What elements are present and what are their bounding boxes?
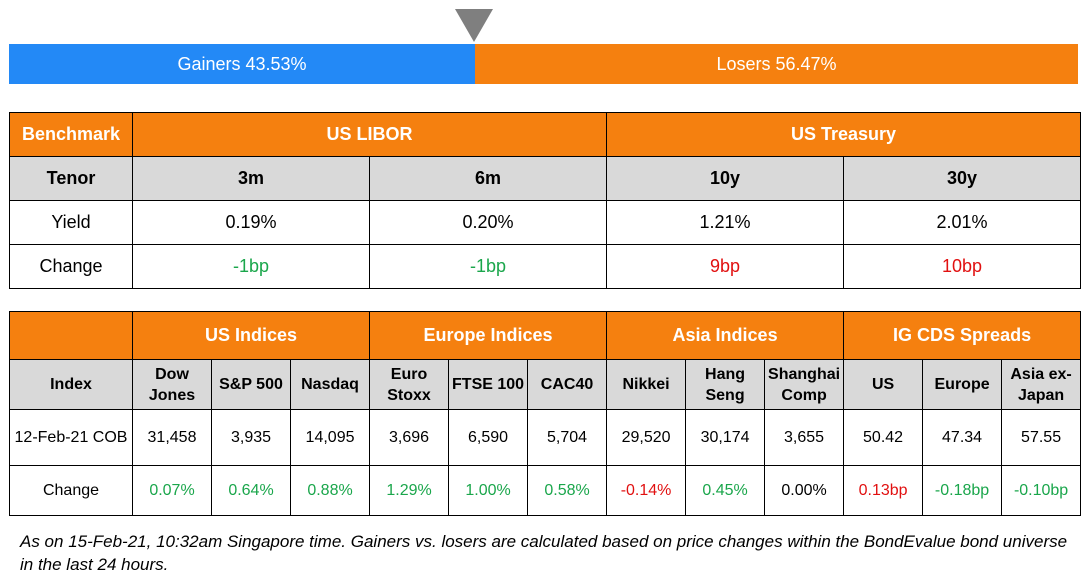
us-treasury-header: US Treasury: [606, 112, 1082, 157]
level-cell: 5,704: [527, 409, 608, 466]
blank-header-cell: [9, 311, 133, 360]
change-cell: 9bp: [606, 244, 845, 289]
level-cell: 6,590: [448, 409, 529, 466]
yield-cell: 0.20%: [368, 200, 608, 245]
level-label: 12-Feb-21 COB: [9, 409, 133, 466]
change-cell: 0.45%: [685, 465, 766, 516]
change-cell: -0.18bp: [922, 465, 1003, 516]
yield-cell: 2.01%: [843, 200, 1082, 245]
column-header: CAC40: [527, 359, 608, 410]
column-header: Europe: [922, 359, 1003, 410]
change-label: Change: [9, 465, 133, 516]
us-libor-header: US LIBOR: [131, 112, 608, 157]
change-cell: 1.00%: [448, 465, 529, 516]
footnote: As on 15-Feb-21, 10:32am Singapore time.…: [20, 532, 1068, 574]
level-cell: 3,696: [369, 409, 450, 466]
change-cell: 0.88%: [289, 465, 371, 516]
change-cell: -0.10bp: [1001, 465, 1082, 516]
indices-group-row: US Indices Europe Indices Asia Indices I…: [9, 311, 1082, 360]
column-header-line: Euro: [390, 365, 428, 383]
yield-label: Yield: [9, 200, 133, 245]
benchmark-table: Benchmark US LIBOR US Treasury Tenor 3m …: [9, 112, 1082, 289]
column-header-line: Shanghai: [768, 365, 841, 383]
change-cell: 0.07%: [132, 465, 212, 516]
column-header-line: Stoxx: [387, 386, 431, 404]
column-header-line: Seng: [705, 386, 745, 404]
gainers-losers-bar: Gainers 43.53% Losers 56.47%: [9, 44, 1078, 84]
column-header: Nasdaq: [289, 359, 371, 410]
level-row: 12-Feb-21 COB 31,458 3,935 14,095 3,696 …: [9, 409, 1082, 466]
gainers-segment: Gainers 43.53%: [9, 44, 475, 84]
level-cell: 14,095: [289, 409, 371, 466]
change-cell: 0.00%: [764, 465, 845, 516]
column-header: Shanghai Comp: [764, 359, 845, 410]
change-cell: 0.13bp: [843, 465, 924, 516]
europe-indices-header: Europe Indices: [369, 311, 608, 360]
level-cell: 31,458: [132, 409, 212, 466]
column-header: Nikkei: [606, 359, 687, 410]
change-cell: 0.58%: [527, 465, 608, 516]
indices-change-row: Change 0.07% 0.64% 0.88% 1.29% 1.00% 0.5…: [9, 465, 1082, 516]
level-cell: 30,174: [685, 409, 766, 466]
level-cell: 47.34: [922, 409, 1003, 466]
column-header: Euro Stoxx: [369, 359, 450, 410]
column-header: S&P 500: [211, 359, 291, 410]
losers-label: Losers 56.47%: [716, 53, 837, 74]
column-header-line: Asia ex-: [1010, 365, 1072, 383]
tenor-cell: 10y: [606, 156, 845, 201]
change-cell: -0.14%: [606, 465, 687, 516]
yield-cell: 1.21%: [606, 200, 845, 245]
column-header-line: Jones: [148, 386, 196, 404]
column-header-line: Comp: [781, 386, 827, 404]
column-header: Hang Seng: [685, 359, 766, 410]
benchmark-label: Benchmark: [9, 112, 133, 157]
ratio-pointer-icon: [455, 9, 493, 42]
column-header: Asia ex- Japan: [1001, 359, 1082, 410]
column-header: US: [843, 359, 924, 410]
column-header-line: Japan: [1017, 386, 1065, 404]
asia-indices-header: Asia Indices: [606, 311, 845, 360]
column-header-line: Dow: [155, 365, 189, 383]
tenor-row: Tenor 3m 6m 10y 30y: [9, 156, 1082, 201]
change-cell: -1bp: [132, 244, 370, 289]
benchmark-header-row: Benchmark US LIBOR US Treasury: [9, 112, 1082, 157]
tenor-cell: 30y: [843, 156, 1082, 201]
yield-row: Yield 0.19% 0.20% 1.21% 2.01%: [9, 200, 1082, 245]
benchmark-change-row: Change -1bp -1bp 9bp 10bp: [9, 244, 1082, 289]
level-cell: 57.55: [1001, 409, 1082, 466]
change-cell: 0.64%: [211, 465, 291, 516]
level-cell: 50.42: [843, 409, 924, 466]
column-header: Dow Jones: [132, 359, 212, 410]
change-cell: 10bp: [843, 244, 1082, 289]
indices-column-row: Index Dow Jones S&P 500 Nasdaq Euro Stoxx …: [9, 359, 1082, 410]
indices-table: US Indices Europe Indices Asia Indices I…: [9, 311, 1082, 516]
gainers-label: Gainers 43.53%: [177, 53, 307, 74]
us-indices-header: US Indices: [131, 311, 371, 360]
level-cell: 29,520: [606, 409, 687, 466]
losers-segment: Losers 56.47%: [475, 44, 1078, 84]
change-label: Change: [9, 244, 133, 289]
level-cell: 3,655: [764, 409, 845, 466]
index-label: Index: [9, 359, 133, 410]
column-header-line: Hang: [705, 365, 746, 383]
ig-cds-header: IG CDS Spreads: [843, 311, 1082, 360]
column-header: FTSE 100: [448, 359, 529, 410]
tenor-cell: 3m: [132, 156, 370, 201]
change-cell: 1.29%: [369, 465, 450, 516]
change-cell: -1bp: [368, 244, 608, 289]
yield-cell: 0.19%: [132, 200, 370, 245]
level-cell: 3,935: [211, 409, 291, 466]
tenor-cell: 6m: [368, 156, 608, 201]
tenor-label: Tenor: [9, 156, 133, 201]
